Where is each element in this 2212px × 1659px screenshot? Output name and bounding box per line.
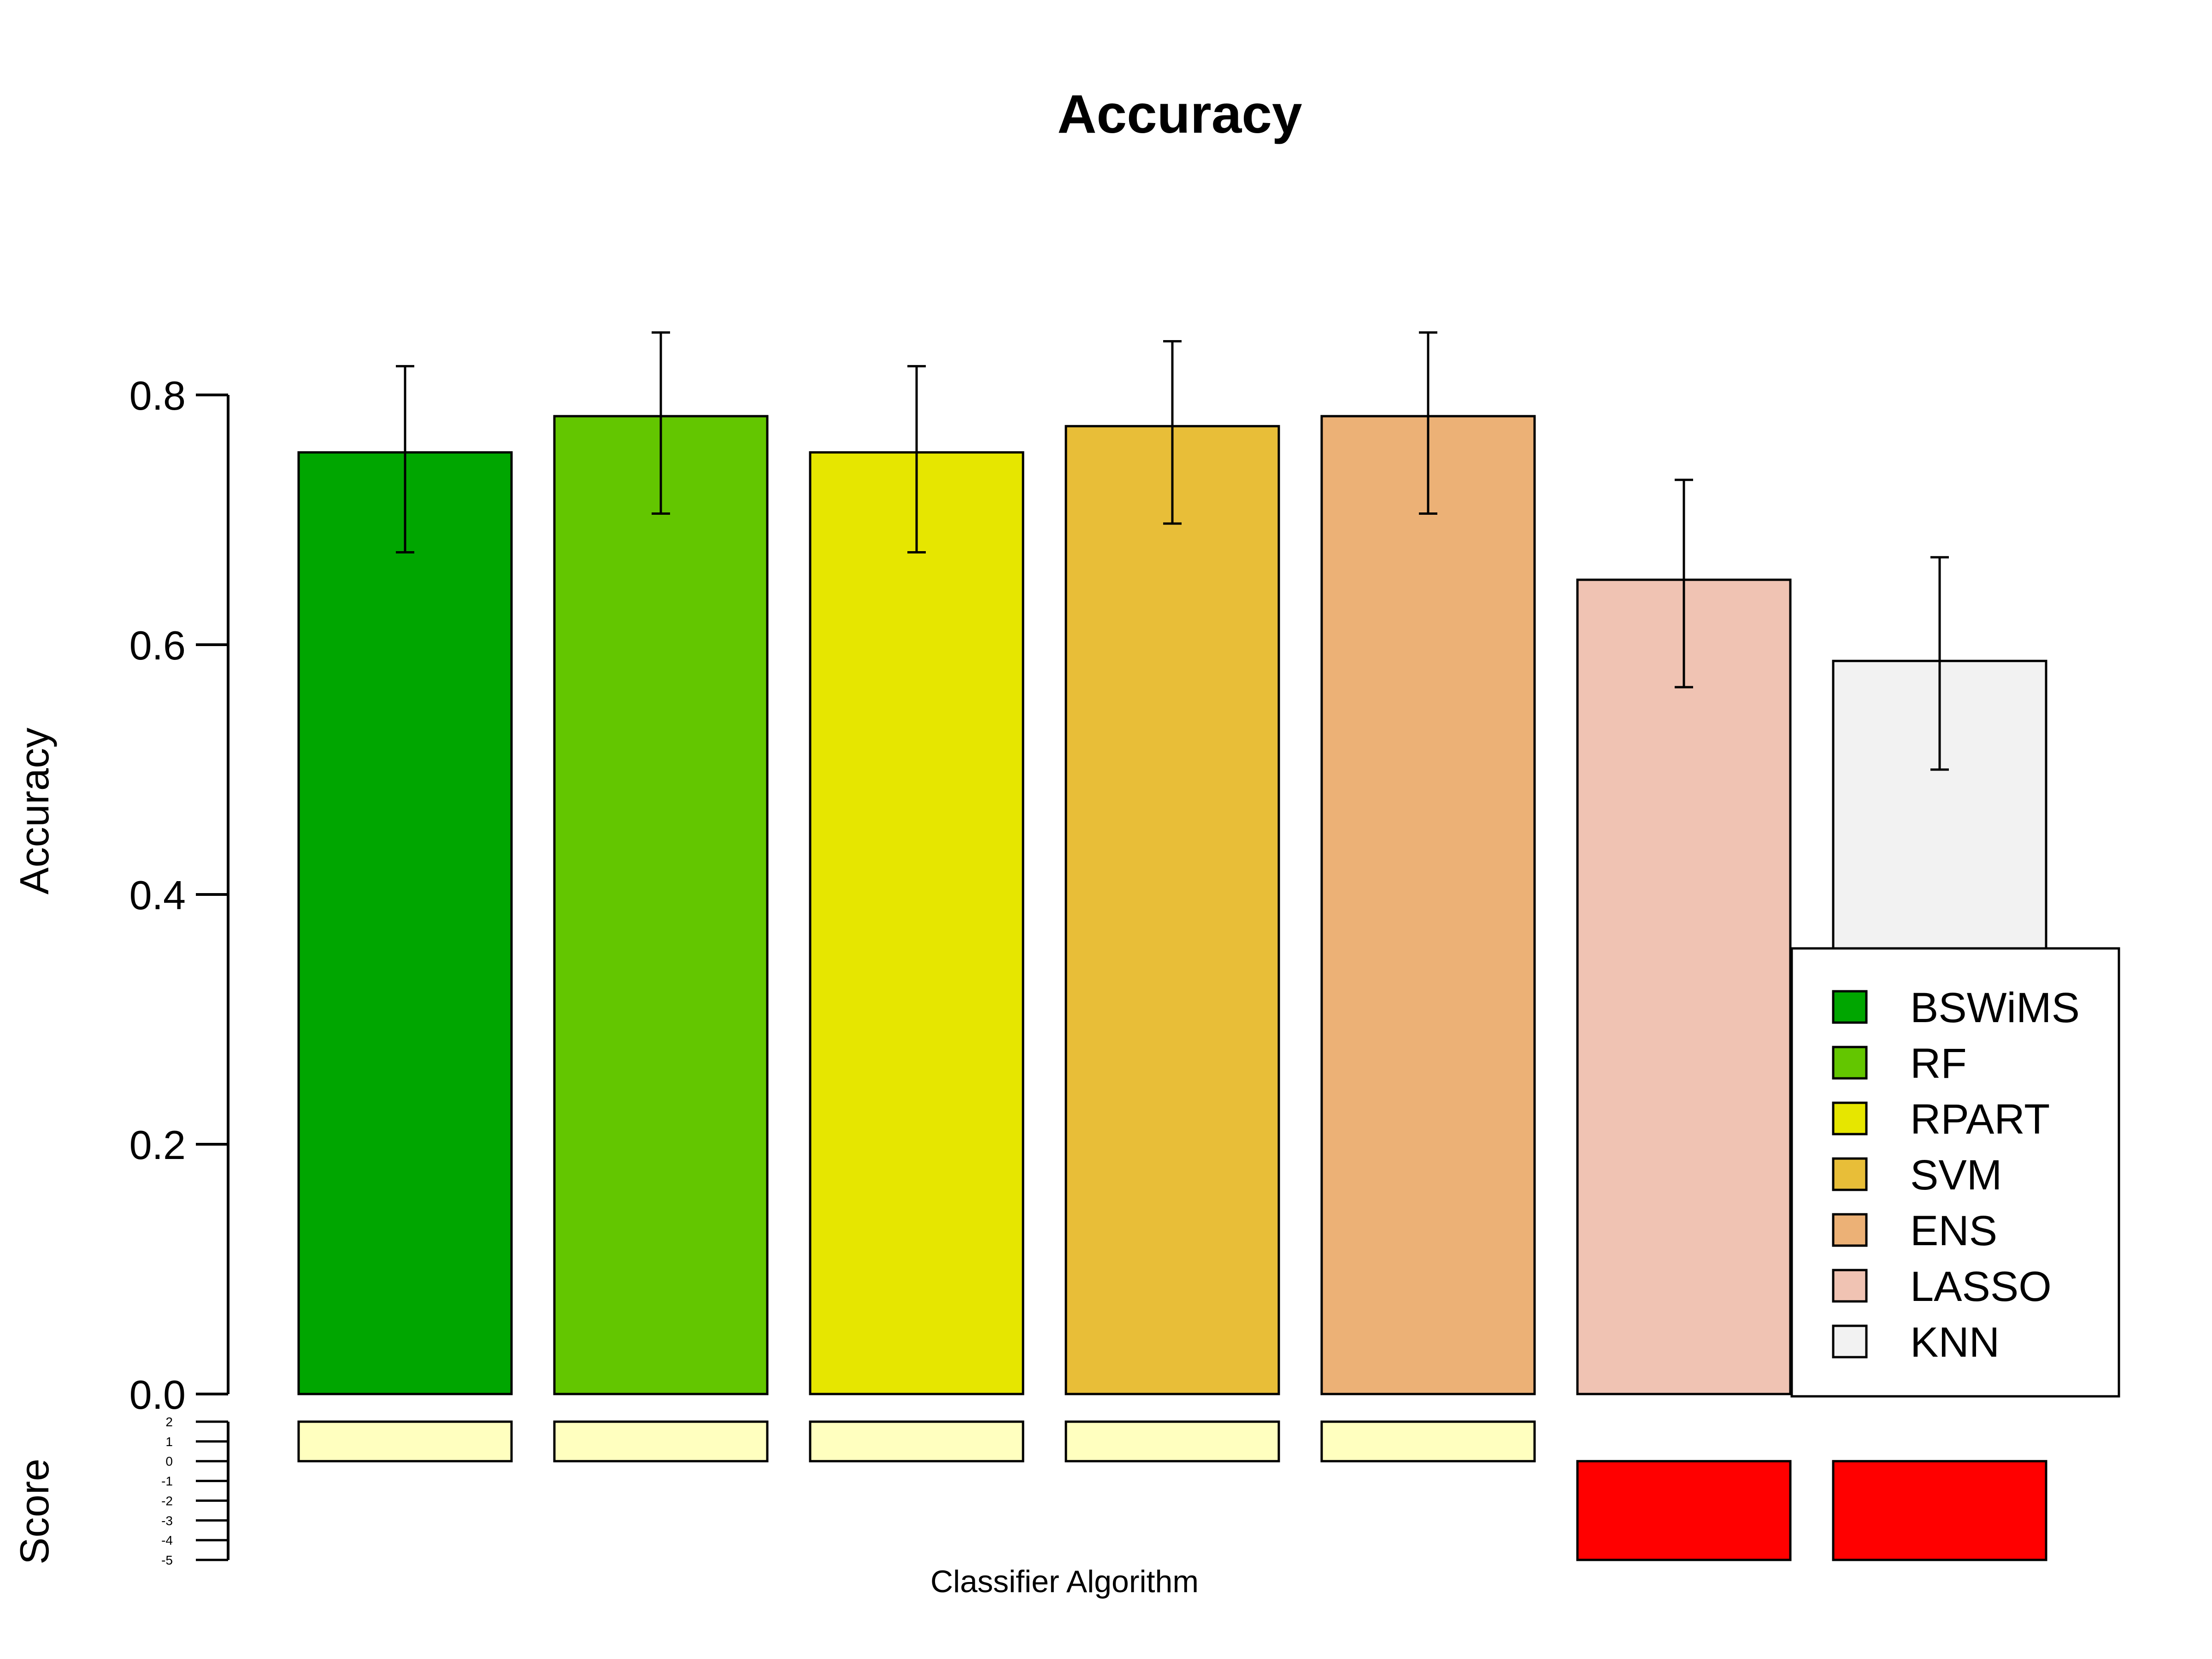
- legend-swatch: [1832, 990, 1868, 1024]
- score-tick-label: 2: [165, 1415, 173, 1429]
- legend-swatch: [1832, 1269, 1868, 1303]
- legend-label: BSWiMS: [1910, 984, 2080, 1031]
- x-axis-label: Classifier Algorithm: [930, 1564, 1199, 1599]
- bar-lasso: [1576, 578, 1792, 1395]
- error-bar-ens: [1419, 331, 1437, 515]
- error-bars: [396, 331, 1949, 771]
- legend: BSWiMS RF RPART SVM ENS LASSO KNN: [1790, 947, 2120, 1398]
- legend-label: SVM: [1910, 1152, 2002, 1199]
- y-axis-label: Accuracy: [12, 728, 57, 894]
- y-tick-label: 0.6: [129, 623, 186, 668]
- legend-label: KNN: [1910, 1319, 2000, 1366]
- legend-label: ENS: [1910, 1207, 1997, 1254]
- legend-swatch: [1832, 1213, 1868, 1247]
- score-bar-ens: [1320, 1420, 1536, 1463]
- score-bar-bswims: [297, 1420, 513, 1463]
- score-bar-knn: [1832, 1460, 2047, 1561]
- error-bar-rf: [652, 331, 670, 515]
- legend-label: LASSO: [1910, 1263, 2052, 1310]
- score-bars: [297, 1420, 2047, 1561]
- score-tick-label: 1: [165, 1435, 173, 1449]
- bar-svm: [1065, 425, 1280, 1395]
- bar-rf: [553, 415, 769, 1395]
- error-bar-bswims: [396, 365, 414, 553]
- y-tick-label: 0.8: [129, 373, 186, 418]
- score-axis: 2 1 0 -1 -2 -3 -4 -5: [161, 1415, 229, 1567]
- chart-title: Accuracy: [1057, 84, 1302, 145]
- score-bar-lasso: [1576, 1460, 1792, 1561]
- score-tick-label: 0: [165, 1454, 173, 1469]
- bar-ens: [1320, 415, 1536, 1395]
- error-bar-rpart: [907, 365, 926, 553]
- score-tick-label: -4: [161, 1533, 173, 1547]
- bar-bswims: [297, 451, 513, 1395]
- error-bar-knn: [1930, 556, 1949, 771]
- y-tick-label: 0.0: [129, 1372, 186, 1418]
- score-tick-label: -5: [161, 1553, 173, 1567]
- y-tick-label: 0.2: [129, 1122, 186, 1168]
- error-bar-svm: [1163, 340, 1182, 525]
- y-tick-label: 0.4: [129, 872, 186, 918]
- legend-swatch: [1832, 1101, 1868, 1135]
- legend-swatch: [1832, 1157, 1868, 1191]
- score-bar-rpart: [809, 1420, 1024, 1463]
- score-tick-label: -1: [161, 1474, 173, 1488]
- bar-rpart: [809, 451, 1024, 1395]
- legend-swatch: [1832, 1046, 1868, 1080]
- score-tick-label: -2: [161, 1494, 173, 1508]
- score-bar-svm: [1065, 1420, 1280, 1463]
- bars: [297, 415, 2047, 1395]
- score-tick-label: -3: [161, 1513, 173, 1528]
- error-bar-lasso: [1675, 478, 1693, 688]
- legend-label: RPART: [1910, 1096, 2050, 1143]
- y-axis: 0.0 0.2 0.4 0.6 0.8: [129, 373, 229, 1418]
- score-bar-rf: [553, 1420, 769, 1463]
- score-axis-label: Score: [12, 1459, 57, 1565]
- legend-label: RF: [1910, 1040, 1967, 1087]
- legend-swatch: [1832, 1324, 1868, 1359]
